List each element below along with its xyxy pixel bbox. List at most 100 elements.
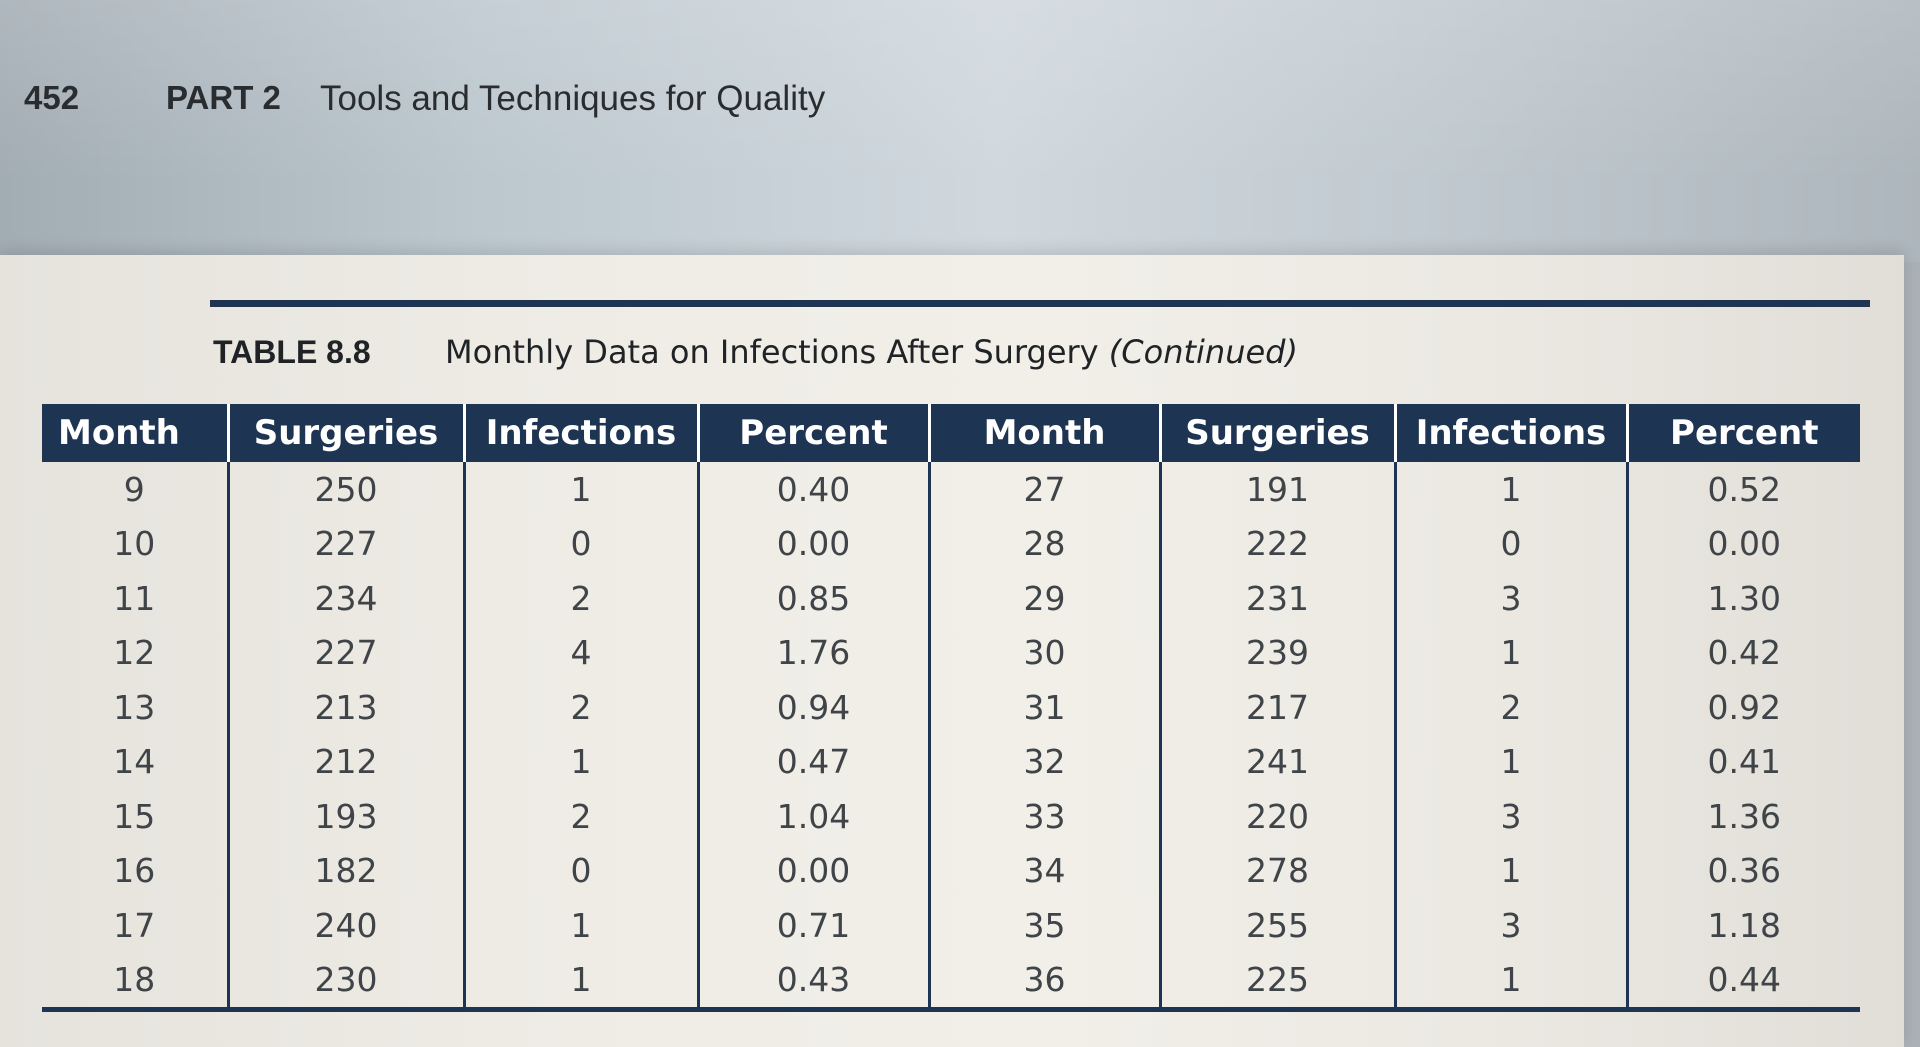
table-cell: 9 — [123, 469, 145, 509]
table-cell: 11 — [113, 578, 156, 618]
part-title: Tools and Techniques for Quality — [320, 79, 826, 118]
table-caption: TABLE 8.8 Monthly Data on Infections Afte… — [213, 333, 1298, 371]
table-cell: 0.94 — [696, 680, 929, 735]
table-row: 11 234 2 0.85 29 231 3 1.30 — [42, 571, 1860, 626]
table-row: 14 212 1 0.47 32 241 1 0.41 — [42, 734, 1860, 789]
table-cell: 1 — [462, 952, 698, 1012]
table-row: 17 240 1 0.71 35 255 3 1.18 — [42, 898, 1860, 953]
table-cell: 1.30 — [1625, 571, 1860, 626]
column-header: Month — [927, 404, 1160, 462]
table-cell: 225 — [1158, 952, 1395, 1012]
table-cell: 1.76 — [696, 625, 929, 680]
table-cell: 212 — [226, 734, 464, 789]
column-header: Infections — [462, 404, 698, 462]
table-cell: 255 — [1158, 898, 1395, 953]
table-cell: 0.00 — [1625, 516, 1860, 571]
table-cell: 2 — [1393, 680, 1627, 735]
column-header: Surgeries — [1158, 404, 1395, 462]
table-cell: 230 — [226, 952, 464, 1012]
table-cell: 2 — [462, 789, 698, 844]
table-body: 9 250 1 0.40 27 191 1 0.52 10 227 0 0.00 28 222 0 0.00 1… — [42, 462, 1860, 1012]
table-cell: 2 — [462, 680, 698, 735]
table-row: 15 193 2 1.04 33 220 3 1.36 — [42, 789, 1860, 844]
table-cell: 241 — [1158, 734, 1395, 789]
table-cell: 193 — [226, 789, 464, 844]
table-cell: 1.36 — [1625, 789, 1860, 844]
table-cell: 10 — [113, 524, 156, 564]
table-cell: 0.41 — [1625, 734, 1860, 789]
table-cell: 0.92 — [1625, 680, 1860, 735]
column-header: Surgeries — [226, 404, 464, 462]
table-cell: 0.42 — [1625, 625, 1860, 680]
table-title-text: Monthly Data on Infections After Surgery — [445, 333, 1099, 371]
table-cell: 182 — [226, 843, 464, 898]
table-cell: 1 — [1393, 462, 1627, 517]
table-cell: 34 — [927, 843, 1160, 898]
table-cell: 0.43 — [696, 952, 929, 1012]
table-cell: 1 — [1393, 734, 1627, 789]
table-cell: 234 — [226, 571, 464, 626]
background-surface — [0, 0, 1920, 262]
table-cell: 27 — [927, 462, 1160, 517]
table-cell: 0.71 — [696, 898, 929, 953]
table-cell: 0.00 — [696, 843, 929, 898]
table-cell: 33 — [927, 789, 1160, 844]
table-cell: 1 — [1393, 952, 1627, 1012]
table-cell: 1 — [462, 734, 698, 789]
column-header: Percent — [1625, 404, 1860, 462]
table-row: 16 182 0 0.00 34 278 1 0.36 — [42, 843, 1860, 898]
table-cell: 32 — [927, 734, 1160, 789]
table-cell: 1 — [462, 462, 698, 517]
table-cell: 0 — [462, 516, 698, 571]
table-cell: 13 — [113, 687, 156, 727]
table-cell: 213 — [226, 680, 464, 735]
table-cell: 2 — [462, 571, 698, 626]
part-label: PART 2 — [166, 79, 281, 116]
table-cell: 3 — [1393, 789, 1627, 844]
table-cell: 0.47 — [696, 734, 929, 789]
table-cell: 1 — [1393, 843, 1627, 898]
table-top-rule — [210, 300, 1870, 307]
table-cell: 0.00 — [696, 516, 929, 571]
table-cell: 217 — [1158, 680, 1395, 735]
table-cell: 3 — [1393, 898, 1627, 953]
table-cell: 0.40 — [696, 462, 929, 517]
table-cell: 17 — [113, 905, 156, 945]
column-header: Percent — [696, 404, 929, 462]
column-header: Month — [42, 404, 228, 462]
table-row: 10 227 0 0.00 28 222 0 0.00 — [42, 516, 1860, 571]
table-cell: 36 — [927, 952, 1160, 1012]
table-title: Monthly Data on Infections After Surgery… — [445, 333, 1298, 371]
table-cell: 227 — [226, 516, 464, 571]
table-cell: 0.44 — [1625, 952, 1860, 1012]
table-cell: 0.52 — [1625, 462, 1860, 517]
table-cell: 1 — [462, 898, 698, 953]
table-cell: 30 — [927, 625, 1160, 680]
table-cell: 28 — [927, 516, 1160, 571]
table-row: 13 213 2 0.94 31 217 2 0.92 — [42, 680, 1860, 735]
table-cell: 0 — [462, 843, 698, 898]
table-cell: 4 — [462, 625, 698, 680]
table-row: 12 227 4 1.76 30 239 1 0.42 — [42, 625, 1860, 680]
table-header-row: Month Surgeries Infections Percent Month… — [42, 404, 1860, 462]
table-cell: 1 — [1393, 625, 1627, 680]
table-cell: 222 — [1158, 516, 1395, 571]
table-cell: 191 — [1158, 462, 1395, 517]
table-cell: 239 — [1158, 625, 1395, 680]
table-row: 18 230 1 0.43 36 225 1 0.44 — [42, 952, 1860, 1012]
table-cell: 3 — [1393, 571, 1627, 626]
infections-table: Month Surgeries Infections Percent Month… — [42, 404, 1860, 1012]
table-cell: 31 — [927, 680, 1160, 735]
table-continued-note: (Continued) — [1108, 333, 1298, 371]
table-cell: 29 — [927, 571, 1160, 626]
table-row: 9 250 1 0.40 27 191 1 0.52 — [42, 462, 1860, 517]
table-label: TABLE 8.8 — [213, 334, 371, 370]
table-cell: 220 — [1158, 789, 1395, 844]
table-cell: 1.18 — [1625, 898, 1860, 953]
table-cell: 231 — [1158, 571, 1395, 626]
table-cell: 0.36 — [1625, 843, 1860, 898]
table-cell: 227 — [226, 625, 464, 680]
table-cell: 14 — [113, 742, 156, 782]
table-cell: 0.85 — [696, 571, 929, 626]
table-cell: 15 — [113, 796, 156, 836]
